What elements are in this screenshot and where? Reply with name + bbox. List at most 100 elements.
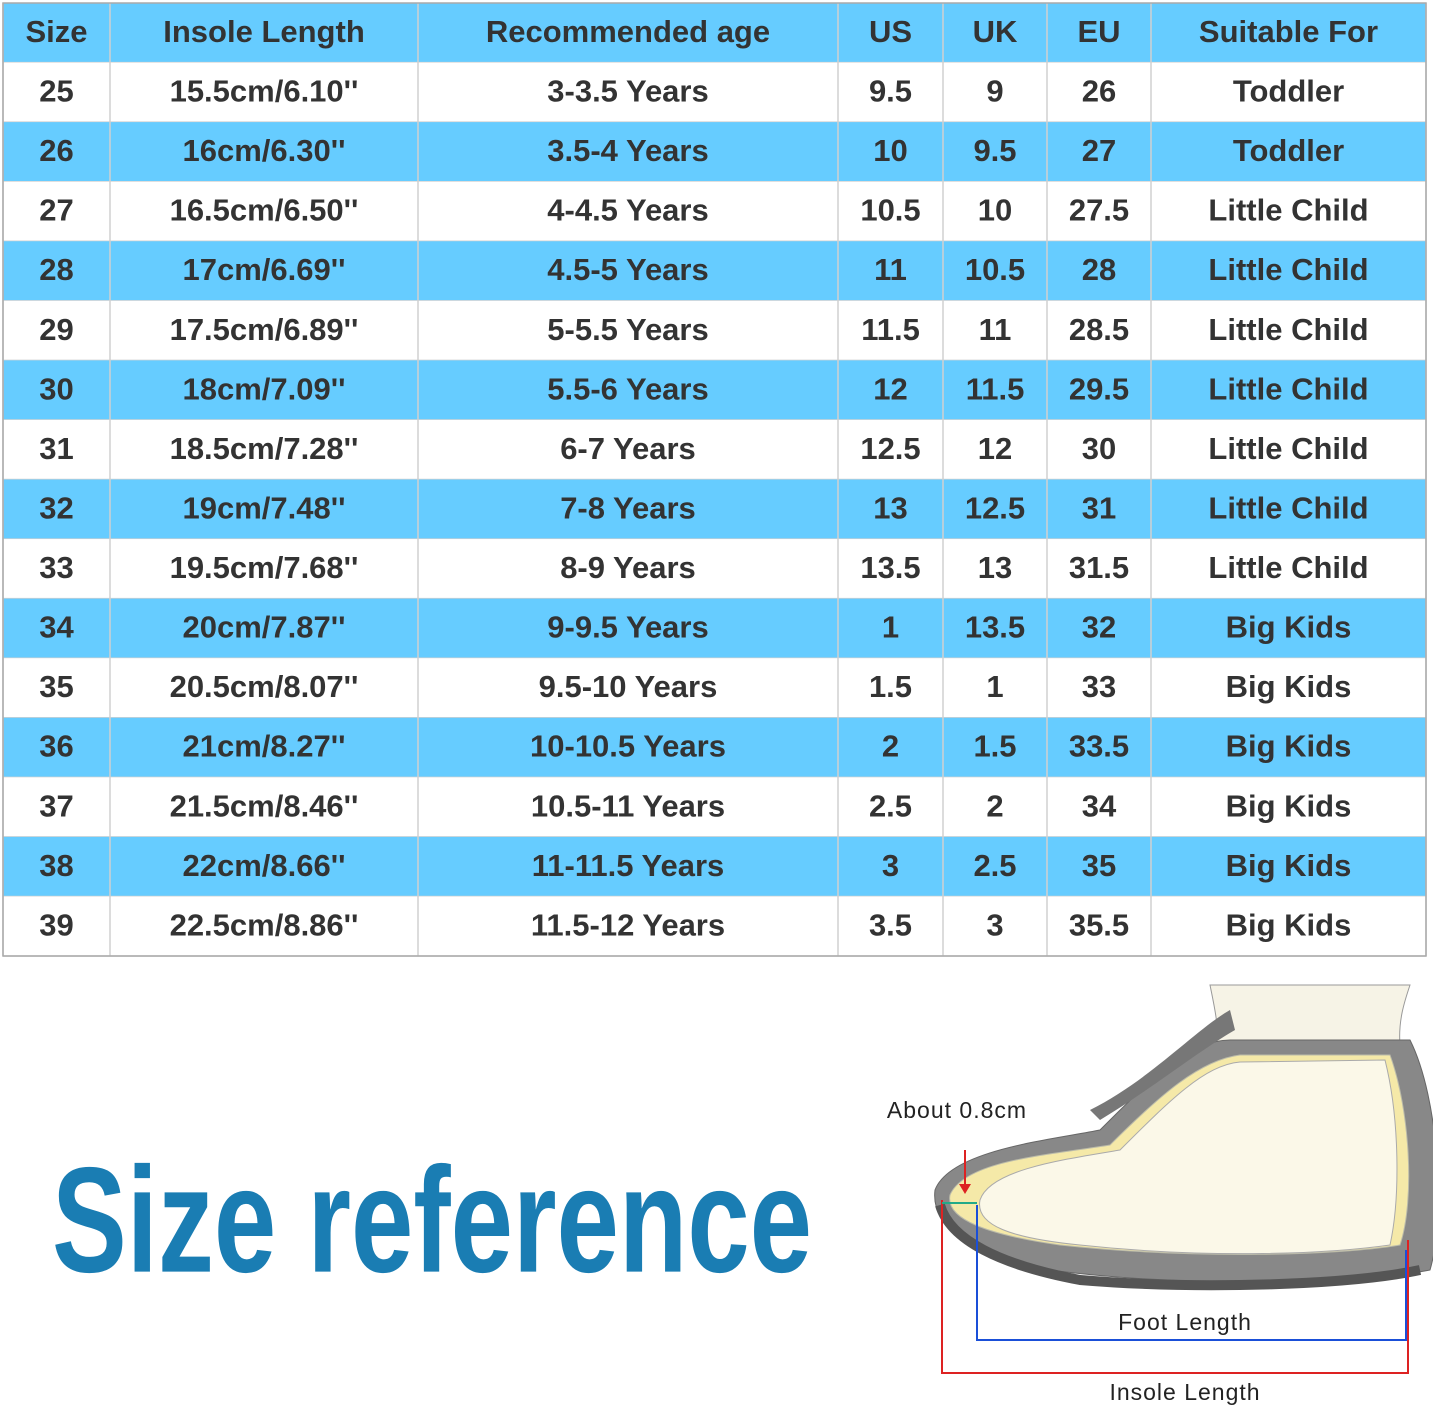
- row: [3, 360, 1426, 420]
- cell: 27: [1082, 133, 1116, 168]
- cell: Toddler: [1233, 133, 1344, 168]
- cell: 32: [1082, 610, 1116, 645]
- row: [3, 717, 1426, 778]
- header-cell: EU: [1077, 14, 1120, 49]
- cell: 1.5: [973, 729, 1016, 764]
- cell: 26: [1082, 74, 1116, 109]
- foot-length-label: Foot Length: [1118, 1309, 1252, 1335]
- cell: 3-3.5 Years: [547, 74, 708, 109]
- cell: 10: [978, 193, 1012, 228]
- header-row: [3, 3, 1426, 63]
- cell: 27.5: [1069, 193, 1129, 228]
- cell: Big Kids: [1226, 907, 1352, 942]
- cell: 18cm/7.09'': [183, 371, 346, 406]
- cell: 11.5-12 Years: [531, 907, 725, 942]
- cell: 30: [1082, 431, 1116, 466]
- cell: 9: [986, 74, 1003, 109]
- row: [3, 181, 1426, 242]
- cell: 32: [39, 490, 73, 525]
- size-table: Size Insole Length Recommended age US UK EU Su…: [2, 2, 1427, 957]
- row: [3, 241, 1426, 301]
- cell: 11: [979, 312, 1012, 347]
- foot: [979, 1059, 1398, 1255]
- header-cell: UK: [973, 14, 1018, 49]
- cell: 22cm/8.66'': [183, 848, 346, 883]
- cell: 10.5: [860, 193, 920, 228]
- cell: 27: [39, 193, 73, 228]
- cell: 19.5cm/7.68'': [170, 550, 359, 585]
- leg: [1209, 984, 1411, 1046]
- cell: 7-8 Years: [560, 490, 696, 525]
- cell: 10.5: [965, 252, 1025, 287]
- cell: 13: [873, 490, 907, 525]
- row: [3, 539, 1426, 599]
- header-cell: Size: [25, 14, 87, 49]
- cell: 33.5: [1069, 729, 1129, 764]
- row: [3, 122, 1426, 182]
- row: [3, 62, 1426, 123]
- cell: 13.5: [860, 550, 920, 585]
- cell: 10: [873, 133, 907, 168]
- cell: 12: [978, 431, 1012, 466]
- cell: 3: [986, 907, 1003, 942]
- cell: 4.5-5 Years: [547, 252, 708, 287]
- cell: Little Child: [1208, 193, 1368, 228]
- cell: 15.5cm/6.10'': [170, 74, 359, 109]
- cell: 1.5: [869, 669, 912, 704]
- insole-length-label: Insole Length: [1109, 1379, 1260, 1405]
- cell: 2: [882, 729, 899, 764]
- cell: 28.5: [1069, 312, 1129, 347]
- header-cell: US: [869, 14, 912, 49]
- strap: [1090, 1010, 1235, 1120]
- row: [3, 419, 1426, 480]
- cell: 16cm/6.30'': [183, 133, 346, 168]
- title: Size reference: [52, 1136, 812, 1304]
- cell: 22.5cm/8.86'': [170, 907, 359, 942]
- cell: 37: [39, 788, 73, 823]
- cell: 31: [39, 431, 73, 466]
- cell: 2.5: [869, 788, 912, 823]
- header-cell: Insole Length: [163, 14, 365, 49]
- row: [3, 777, 1426, 837]
- cell: 2: [986, 788, 1003, 823]
- cell: 9.5: [869, 74, 912, 109]
- cell: 17.5cm/6.89'': [170, 312, 359, 347]
- cell: 1: [882, 610, 899, 645]
- cell: 4-4.5 Years: [547, 193, 708, 228]
- cell: 16.5cm/6.50'': [170, 193, 359, 228]
- cell: 12: [873, 371, 907, 406]
- row: [3, 836, 1426, 897]
- header-cell: Recommended age: [486, 14, 770, 49]
- row: [3, 896, 1426, 956]
- cell: 20cm/7.87'': [183, 610, 346, 645]
- cell: 18.5cm/7.28'': [170, 431, 359, 466]
- row: [3, 598, 1426, 659]
- cell: Big Kids: [1226, 729, 1352, 764]
- cell: 29: [39, 312, 73, 347]
- cell: 11.5: [966, 371, 1025, 406]
- cell: 19cm/7.48'': [183, 490, 346, 525]
- cell: 12.5: [860, 431, 920, 466]
- cell: 11-11.5 Years: [532, 848, 725, 883]
- cell: Toddler: [1233, 74, 1344, 109]
- cell: 17cm/6.69'': [183, 252, 346, 287]
- table-border: [2, 2, 1427, 957]
- cell: Big Kids: [1226, 788, 1352, 823]
- cell: 31.5: [1069, 550, 1129, 585]
- cell: 12.5: [965, 490, 1025, 525]
- cell: Little Child: [1208, 371, 1368, 406]
- cell: 9.5: [973, 133, 1016, 168]
- arrow-head: [959, 1184, 971, 1194]
- cell: 13: [978, 550, 1012, 585]
- cell: Little Child: [1208, 431, 1368, 466]
- cell: Little Child: [1208, 490, 1368, 525]
- cell: 5-5.5 Years: [547, 312, 708, 347]
- cell: 9.5-10 Years: [539, 669, 718, 704]
- cell: 3.5-4 Years: [547, 133, 708, 168]
- cell: 10.5-11 Years: [531, 788, 725, 823]
- cell: 1: [986, 669, 1003, 704]
- cell: 28: [39, 252, 73, 287]
- cell: 20.5cm/8.07'': [170, 669, 359, 704]
- cell: 34: [1082, 788, 1117, 823]
